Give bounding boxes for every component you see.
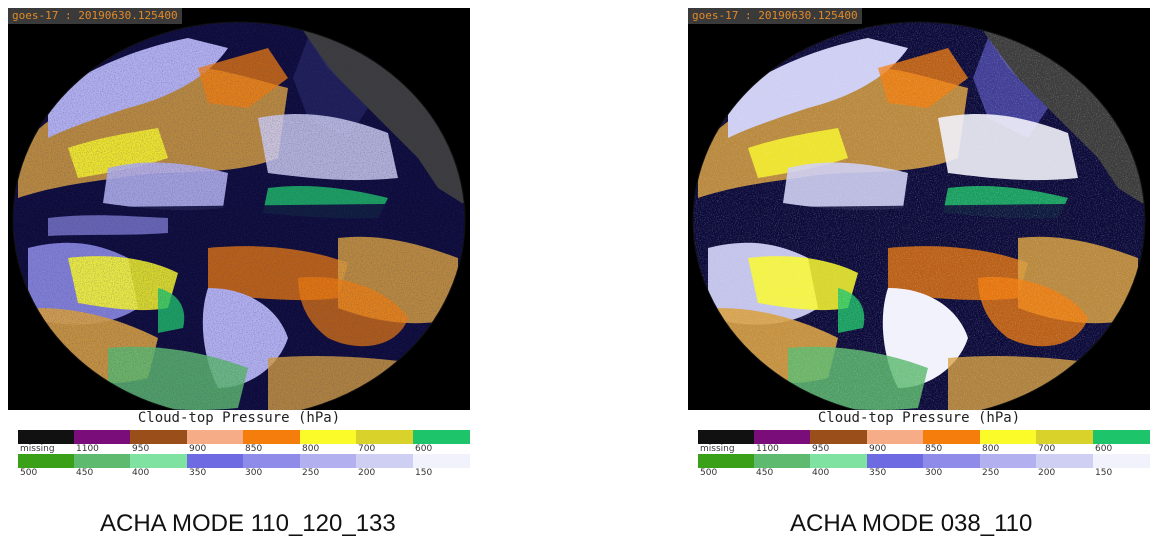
legend-label: 600 [1095,444,1113,454]
swatch-700 [1036,430,1093,444]
swatch-missing [698,430,754,444]
colorbar-labels-row-1: missing 1100 950 900 850 800 700 600 [698,444,1150,456]
swatch-850 [923,430,980,444]
swatch-900 [867,430,923,444]
legend-label: 500 [700,468,718,478]
satellite-timestamp-label: goes-17 : 20190630.125400 [8,8,182,24]
caption-right: ACHA MODE 038_110 [790,510,1033,537]
colorbar-row-2 [698,454,1150,468]
legend-label: 450 [756,468,774,478]
legend-label: 400 [812,468,830,478]
legend-label: 250 [982,468,1000,478]
satellite-disk-image: goes-17 : 20190630.125400 [688,8,1150,410]
colorbar-row-1 [698,430,1150,444]
swatch-250 [980,454,1036,468]
legend-label: 300 [245,468,263,478]
panel-right: goes-17 : 20190630.125400 [688,8,1150,490]
swatch-350 [187,454,243,468]
legend-label: 300 [925,468,943,478]
swatch-300 [243,454,300,468]
legend-label: 1100 [756,444,779,454]
legend-label: 850 [245,444,263,454]
swatch-400 [130,454,187,468]
colorbar-title: Cloud-top Pressure (hPa) [137,410,341,426]
satellite-timestamp-label: goes-17 : 20190630.125400 [688,8,862,24]
swatch-450 [74,454,130,468]
swatch-1100 [754,430,810,444]
swatch-450 [754,454,810,468]
legend-label: 1100 [76,444,99,454]
colorbar-row-2 [18,454,470,468]
cloud-top-pressure-map [688,8,1150,410]
swatch-600 [1093,430,1150,444]
swatch-500 [18,454,74,468]
legend-label: 250 [302,468,320,478]
panel-left: goes-17 : 20190630.125400 [8,8,470,490]
legend-label: 900 [189,444,207,454]
legend-label: 950 [812,444,830,454]
swatch-250 [300,454,356,468]
swatch-900 [187,430,243,444]
colorbar-labels-row-1: missing 1100 950 900 850 800 700 600 [18,444,470,456]
satellite-disk-image: goes-17 : 20190630.125400 [8,8,470,410]
swatch-950 [130,430,187,444]
caption-left: ACHA MODE 110_120_133 [100,510,396,537]
legend-label: 850 [925,444,943,454]
legend-label: missing [20,444,55,454]
legend-label: 150 [1095,468,1113,478]
legend-label: 400 [132,468,150,478]
swatch-950 [810,430,867,444]
swatch-200 [356,454,413,468]
swatch-missing [18,430,74,444]
colorbar-title: Cloud-top Pressure (hPa) [817,410,1021,426]
swatch-400 [810,454,867,468]
colorbar-labels-row-2: 500 450 400 350 300 250 200 150 [698,468,1150,480]
swatch-500 [698,454,754,468]
cloud-top-pressure-map [8,8,470,410]
swatch-600 [413,430,470,444]
swatch-200 [1036,454,1093,468]
legend-label: 900 [869,444,887,454]
legend-label: missing [700,444,735,454]
legend-label: 450 [76,468,94,478]
swatch-150 [413,454,470,468]
legend-label: 350 [869,468,887,478]
legend-label: 800 [302,444,320,454]
legend-label: 350 [189,468,207,478]
legend-label: 950 [132,444,150,454]
swatch-1100 [74,430,130,444]
swatch-800 [980,430,1036,444]
legend-label: 200 [1038,468,1056,478]
legend-label: 200 [358,468,376,478]
colorbar-row-1 [18,430,470,444]
legend-label: 150 [415,468,433,478]
legend-label: 700 [358,444,376,454]
legend-label: 700 [1038,444,1056,454]
legend-label: 600 [415,444,433,454]
swatch-700 [356,430,413,444]
swatch-800 [300,430,356,444]
swatch-350 [867,454,923,468]
colorbar-labels-row-2: 500 450 400 350 300 250 200 150 [18,468,470,480]
swatch-150 [1093,454,1150,468]
swatch-300 [923,454,980,468]
legend-label: 500 [20,468,38,478]
legend-label: 800 [982,444,1000,454]
swatch-850 [243,430,300,444]
